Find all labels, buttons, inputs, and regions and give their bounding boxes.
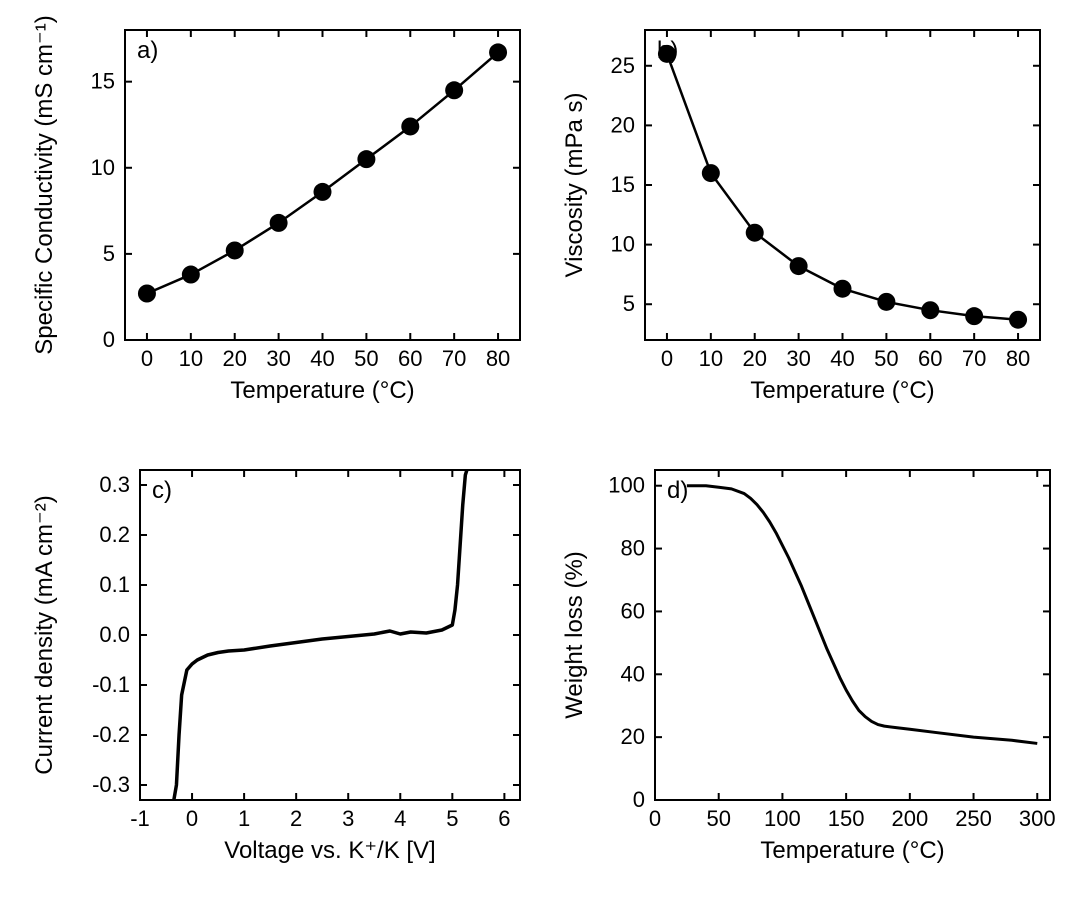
svg-text:80: 80 (1006, 346, 1030, 371)
svg-text:30: 30 (266, 346, 290, 371)
svg-text:-0.3: -0.3 (92, 772, 130, 797)
svg-text:20: 20 (621, 724, 645, 749)
svg-text:0: 0 (186, 806, 198, 831)
svg-text:20: 20 (222, 346, 246, 371)
svg-text:60: 60 (918, 346, 942, 371)
svg-text:-0.1: -0.1 (92, 672, 130, 697)
svg-text:Voltage vs. K⁺/K [V]: Voltage vs. K⁺/K [V] (224, 837, 435, 864)
svg-text:0.2: 0.2 (99, 522, 130, 547)
svg-text:200: 200 (891, 806, 928, 831)
svg-text:3: 3 (342, 806, 354, 831)
svg-text:a): a) (137, 37, 158, 64)
svg-text:15: 15 (91, 69, 115, 94)
svg-text:d): d) (667, 477, 688, 504)
svg-text:10: 10 (179, 346, 203, 371)
svg-text:70: 70 (962, 346, 986, 371)
svg-text:300: 300 (1019, 806, 1056, 831)
svg-text:0: 0 (141, 346, 153, 371)
svg-text:1: 1 (238, 806, 250, 831)
svg-text:0.0: 0.0 (99, 622, 130, 647)
svg-text:60: 60 (621, 598, 645, 623)
svg-text:20: 20 (742, 346, 766, 371)
svg-text:Current density (mA cm⁻²): Current density (mA cm⁻²) (31, 495, 58, 774)
svg-text:50: 50 (874, 346, 898, 371)
svg-text:-0.2: -0.2 (92, 722, 130, 747)
svg-text:250: 250 (955, 806, 992, 831)
svg-text:50: 50 (706, 806, 730, 831)
svg-text:6: 6 (498, 806, 510, 831)
svg-text:5: 5 (623, 291, 635, 316)
svg-text:Specific Conductivity (mS cm⁻¹: Specific Conductivity (mS cm⁻¹) (31, 15, 58, 354)
svg-text:-1: -1 (130, 806, 150, 831)
svg-text:c): c) (152, 477, 172, 504)
svg-text:50: 50 (354, 346, 378, 371)
figure-container: 01020304050607080051015Temperature (°C)S… (0, 0, 1080, 903)
svg-text:40: 40 (830, 346, 854, 371)
svg-text:0.3: 0.3 (99, 472, 130, 497)
svg-text:0: 0 (633, 787, 645, 812)
svg-text:0: 0 (661, 346, 673, 371)
svg-text:0: 0 (649, 806, 661, 831)
svg-text:Weight loss (%): Weight loss (%) (561, 551, 588, 719)
svg-text:15: 15 (611, 172, 635, 197)
panel-b: 0 10 20 30 40 50 60 70 80 5 10 15 20 25 Temperature (°… (560, 10, 1060, 430)
svg-text:Temperature (°C): Temperature (°C) (760, 837, 944, 864)
svg-text:25: 25 (611, 53, 635, 78)
svg-text:2: 2 (290, 806, 302, 831)
svg-text:4: 4 (394, 806, 406, 831)
svg-text:70: 70 (442, 346, 466, 371)
svg-text:0: 0 (103, 327, 115, 352)
svg-text:10: 10 (611, 232, 635, 257)
svg-text:5: 5 (103, 241, 115, 266)
svg-text:60: 60 (398, 346, 422, 371)
svg-text:20: 20 (611, 112, 635, 137)
svg-text:b): b) (657, 37, 678, 64)
svg-text:150: 150 (828, 806, 865, 831)
svg-text:10: 10 (91, 155, 115, 180)
svg-text:80: 80 (486, 346, 510, 371)
svg-text:Temperature (°C): Temperature (°C) (230, 377, 414, 404)
svg-text:5: 5 (446, 806, 458, 831)
svg-text:30: 30 (786, 346, 810, 371)
svg-text:Temperature (°C): Temperature (°C) (750, 377, 934, 404)
panel-d: 0 50 100 150 200 250 300 0 20 40 60 80 100 Temperatur… (560, 455, 1060, 885)
svg-text:80: 80 (621, 536, 645, 561)
svg-text:Viscosity (mPa s): Viscosity (mPa s) (561, 93, 588, 278)
svg-text:40: 40 (621, 661, 645, 686)
panel-a: 0 10 20 30 40 50 60 70 80 0 5 10 15 Temperature (°C) S… (30, 10, 530, 430)
svg-text:0.1: 0.1 (99, 572, 130, 597)
svg-text:100: 100 (764, 806, 801, 831)
svg-text:100: 100 (608, 473, 645, 498)
svg-text:40: 40 (310, 346, 334, 371)
svg-text:10: 10 (699, 346, 723, 371)
panel-c: -1 0 1 2 3 4 5 6 -0.3 -0.2 -0.1 0.0 0.1 0.2 0.3 Voltage… (30, 455, 530, 885)
